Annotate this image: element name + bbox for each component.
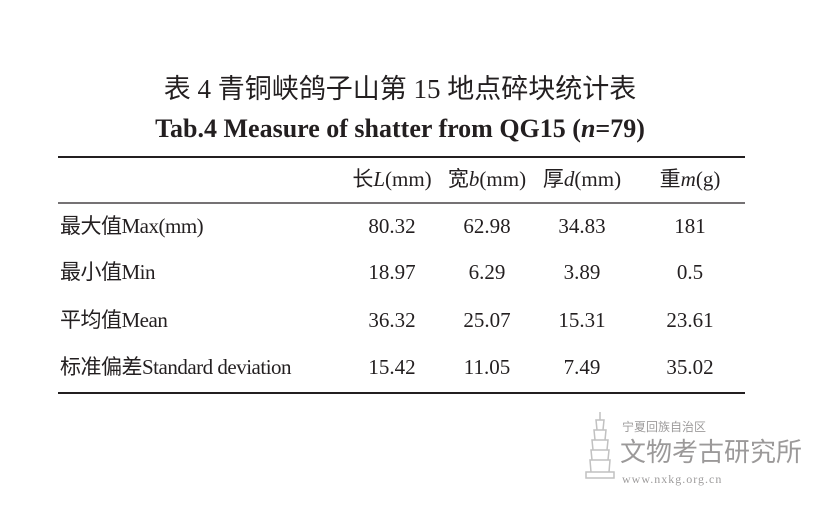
cell-value: 15.31 [558,308,605,332]
header-part: (g) [696,167,721,191]
cell-value: 23.61 [666,308,713,332]
title-en-part: Tab.4 Measure of shatter from QG15 ( [155,114,581,143]
column-header: 厚d(mm) [543,167,621,191]
cell-value: 6.29 [469,260,506,284]
cell-value: 62.98 [463,214,510,238]
title-cn: 表 4 青铜峡鸽子山第 15 地点碎块统计表 [164,74,637,104]
header-part: (mm) [574,167,621,191]
header-part: b [469,167,480,191]
title-en: Tab.4 Measure of shatter from QG15 (n=79… [155,114,645,143]
header-part: 重 [660,167,681,191]
column-header: 长L(mm) [352,167,431,191]
row-label: 最大值Max(mm) [60,214,204,238]
header-part: d [564,167,575,191]
cell-value: 7.49 [564,355,601,379]
cell-value: 181 [674,214,706,238]
watermark-institute: 文物考古研究所 [620,438,802,467]
cell-value: 11.05 [464,355,510,379]
watermark-region: 宁夏回族自治区 [622,419,706,434]
cell-value: 80.32 [368,214,415,238]
cell-value: 34.83 [558,214,605,238]
cell-value: 15.42 [368,355,415,379]
cell-value: 36.32 [368,308,415,332]
row-label: 平均值Mean [60,308,168,332]
cell-value: 18.97 [368,260,415,284]
header-part: (mm) [479,167,526,191]
header-part: L [372,167,385,191]
cell-value: 0.5 [677,260,703,284]
header-part: 厚 [543,167,564,191]
watermark-url: www.nxkg.org.cn [622,472,722,486]
row-label: 最小值Min [60,260,156,284]
header-part: 宽 [448,167,469,191]
watermark: 宁夏回族自治区 文物考古研究所 www.nxkg.org.cn [585,412,802,486]
title-en-part: =79) [595,114,644,143]
column-header: 宽b(mm) [448,167,526,191]
column-header: 重m(g) [660,167,721,191]
header-part: m [681,167,696,191]
title-en-part: n [581,114,595,143]
row-label: 标准偏差Standard deviation [60,355,292,379]
cell-value: 3.89 [564,260,601,284]
header-part: (mm) [385,167,432,191]
cell-value: 35.02 [666,355,713,379]
header-part: 长 [352,167,373,191]
pagoda-icon [585,412,615,479]
cell-value: 25.07 [463,308,510,332]
